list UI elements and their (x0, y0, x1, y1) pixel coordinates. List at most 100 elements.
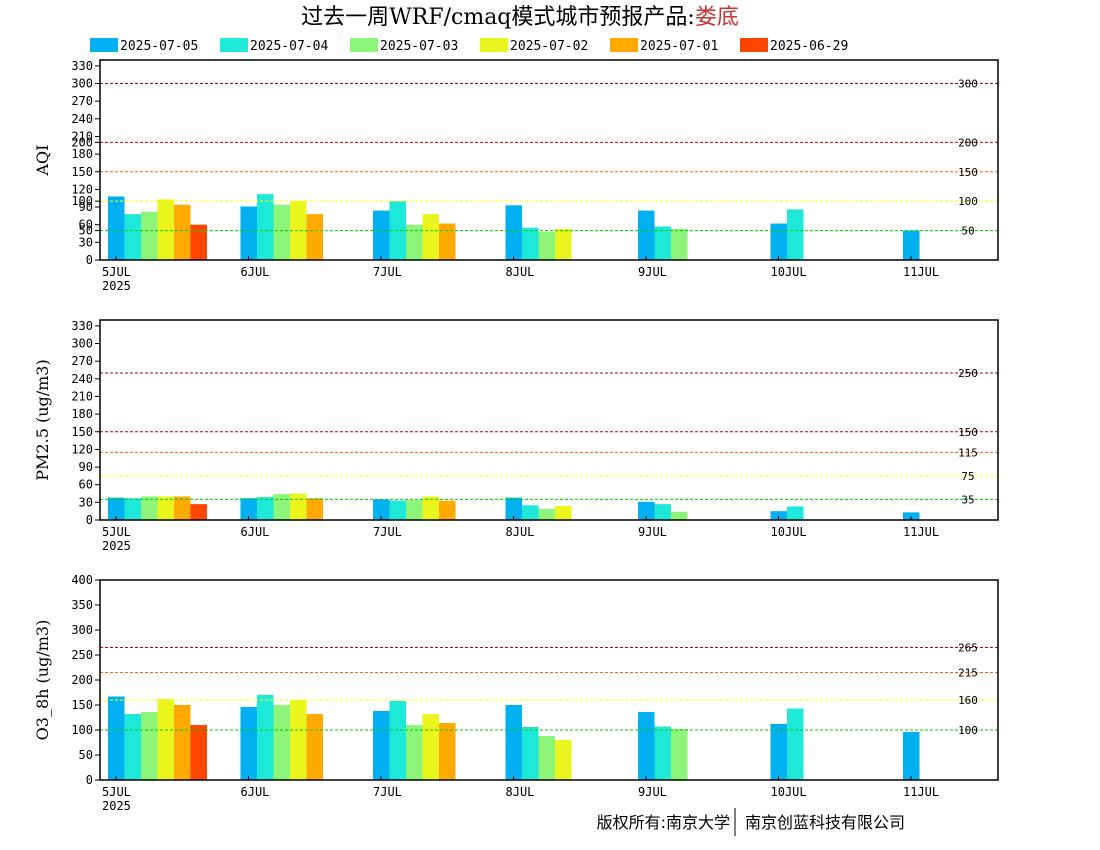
ref-label-p1-0: 250 (958, 367, 978, 380)
copyright: 版权所有:南京大学 南京创蓝科技有限公司 (597, 808, 905, 836)
ytick-label-p2-1: 50 (79, 748, 93, 762)
bar-p0-s0-d4 (638, 210, 655, 260)
legend-swatch-4 (610, 38, 638, 52)
bar-p1-s3-d3 (555, 505, 572, 520)
plot-frame-0 (99, 59, 999, 261)
bar-p2-s0-d4 (638, 712, 655, 780)
chart-title-city: 娄底 (695, 5, 739, 30)
xtick-label-p0-6: 11JUL (903, 265, 939, 279)
ytick-label-p2-2: 100 (71, 723, 93, 737)
xtick-label-p0-4: 9JUL (638, 265, 667, 279)
ref-label-p2-2: 160 (958, 694, 978, 707)
xtick-label-p0-5: 10JUL (771, 265, 807, 279)
bar-p1-s0-d3 (505, 497, 522, 520)
bar-p1-s0-d5 (770, 511, 787, 520)
bar-p2-s0-d0 (108, 696, 125, 780)
legend-label-3: 2025-07-02 (510, 39, 588, 54)
xtick-label-p2-3: 8JUL (506, 785, 535, 799)
bar-p1-s0-d0 (108, 497, 125, 520)
ref-label-p1-2: 115 (958, 446, 978, 459)
bar-p1-s4-d2 (439, 500, 456, 520)
bar-p1-s3-d0 (157, 496, 174, 520)
ytick-label-p2-8: 400 (71, 573, 93, 587)
bar-p2-s4-d1 (306, 714, 323, 780)
legend-swatch-3 (480, 38, 508, 52)
bar-p2-s1-d4 (654, 726, 671, 780)
bar-p0-s1-d4 (654, 226, 671, 260)
xtick-label-p0-2: 7JUL (373, 265, 402, 279)
bar-p0-s2-d0 (141, 211, 158, 260)
legend-label-5: 2025-06-29 (770, 39, 848, 54)
bar-p2-s4-d2 (439, 723, 456, 780)
ref-label-p1-4: 35 (961, 493, 974, 506)
ytick-label-p0-1: 30 (79, 235, 93, 249)
bar-p0-s4-d2 (439, 223, 456, 260)
chart-panels: 3002001501005003050609010012015018020021… (33, 59, 999, 813)
bar-p0-s4-d1 (306, 214, 323, 260)
bar-p1-s4-d1 (306, 498, 323, 520)
bar-p1-s0-d2 (373, 499, 390, 520)
ytick-label-p0-8: 180 (71, 147, 93, 161)
legend-label-2: 2025-07-03 (380, 39, 458, 54)
bar-p1-s1-d4 (654, 504, 671, 520)
bar-p0-s3-d2 (422, 214, 439, 260)
panel-2: 265 215 160 100 0 50 100 150 200 250 300 350 400 5JUL… (33, 573, 999, 813)
ytick-label-p1-1: 30 (79, 495, 93, 509)
ytick-label-p2-6: 300 (71, 623, 93, 637)
xtick-year-p1: 2025 (102, 539, 131, 553)
bar-p2-s2-d3 (538, 736, 555, 780)
ytick-label-p0-5: 100 (71, 194, 93, 208)
ytick-label-p1-6: 180 (71, 407, 93, 421)
bar-p2-s2-d4 (671, 729, 688, 780)
xtick-label-p2-1: 6JUL (241, 785, 270, 799)
ytick-label-p0-14: 330 (71, 59, 93, 73)
bar-p0-s1-d3 (522, 227, 539, 260)
xtick-label-p1-0: 5JUL (102, 525, 131, 539)
bar-p2-s4-d0 (174, 705, 191, 780)
copyright-right: 南京创蓝科技有限公司 (745, 813, 905, 832)
bar-p2-s1-d0 (124, 714, 141, 780)
bar-p2-s2-d0 (141, 712, 158, 780)
bar-p2-s3-d3 (555, 740, 572, 780)
bar-p2-s5-d0 (190, 725, 207, 780)
bar-p2-s1-d1 (257, 695, 274, 780)
bar-p1-s4-d0 (174, 496, 191, 520)
bar-p0-s2-d3 (538, 231, 555, 260)
copyright-left: 版权所有:南京大学 (597, 813, 730, 832)
xtick-label-p0-3: 8JUL (506, 265, 535, 279)
xtick-label-p1-3: 8JUL (506, 525, 535, 539)
bar-p0-s0-d1 (240, 206, 257, 260)
ref-label-p2-1: 215 (958, 667, 978, 680)
ref-label-p0-1: 200 (958, 136, 978, 149)
ylabel-p1: PM2.5 (ug/m3) (33, 359, 52, 480)
ytick-label-p0-7: 150 (71, 165, 93, 179)
ylabel-p2: O3_8h (ug/m3) (33, 620, 52, 741)
legend-swatch-0 (90, 38, 118, 52)
bar-p0-s1-d5 (787, 209, 804, 260)
ytick-label-p1-2: 60 (79, 478, 93, 492)
legend-swatch-5 (740, 38, 768, 52)
ytick-label-p2-0: 0 (86, 773, 93, 787)
panel-0: 3002001501005003050609010012015018020021… (33, 59, 999, 293)
bar-p2-s0-d2 (373, 711, 390, 780)
bar-p1-s2-d1 (273, 494, 290, 520)
ytick-label-p1-7: 210 (71, 389, 93, 403)
xtick-label-p0-0: 5JUL (102, 265, 131, 279)
bar-p2-s1-d3 (522, 727, 539, 780)
ref-label-p2-0: 265 (958, 642, 978, 655)
bar-p2-s2-d2 (406, 725, 423, 780)
bar-p1-s2-d3 (538, 508, 555, 520)
bar-p2-s0-d6 (903, 732, 920, 780)
xtick-year-p2: 2025 (102, 799, 131, 813)
bar-p2-s2-d1 (273, 705, 290, 780)
bar-p0-s3-d3 (555, 228, 572, 260)
bar-p0-s0-d6 (903, 230, 920, 260)
ref-label-p0-3: 100 (958, 195, 978, 208)
xtick-label-p0-1: 6JUL (241, 265, 270, 279)
ytick-label-p0-0: 0 (86, 253, 93, 267)
ytick-label-p1-9: 270 (71, 354, 93, 368)
ref-label-p1-3: 75 (961, 470, 974, 483)
bar-p0-s2-d2 (406, 224, 423, 260)
xtick-label-p2-5: 10JUL (771, 785, 807, 799)
bar-p1-s0-d1 (240, 498, 257, 520)
